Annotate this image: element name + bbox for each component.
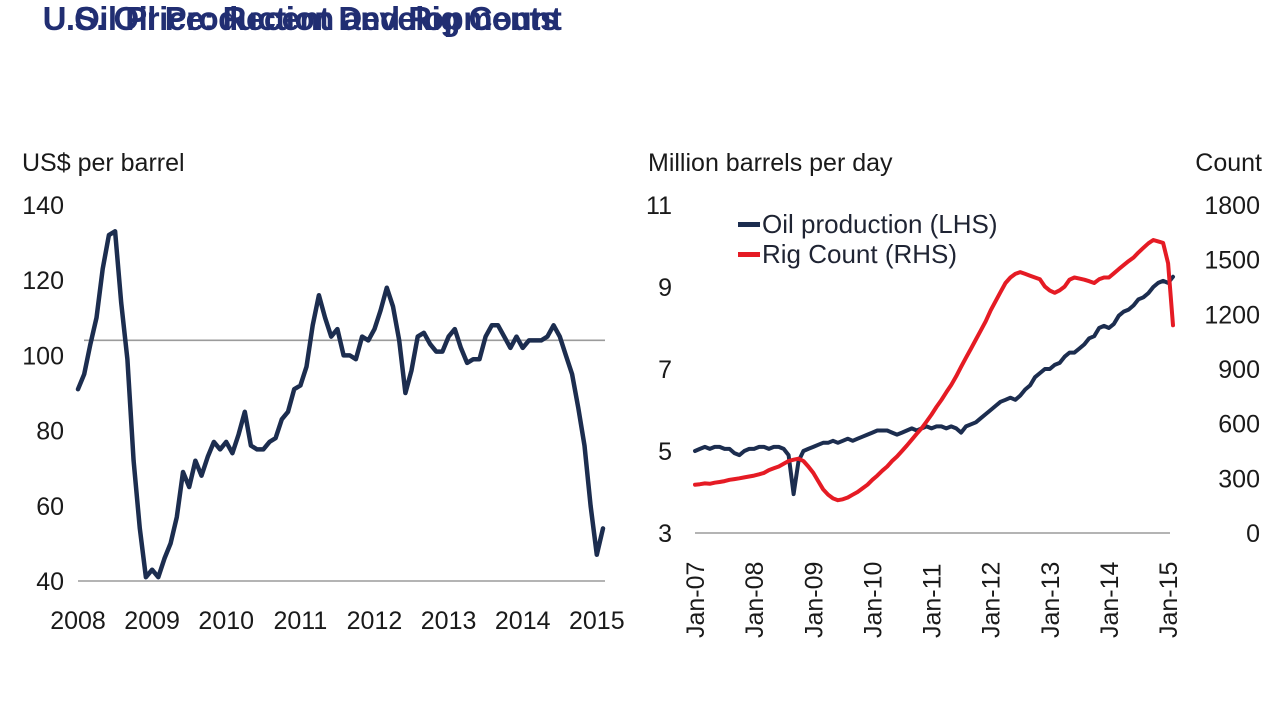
- oil-price-y-axis-title: US$ per barrel: [22, 149, 185, 177]
- x-tick-label: 2008: [50, 607, 106, 635]
- x-tick-label: Jan-10: [859, 562, 887, 638]
- x-tick-label: Jan-08: [741, 562, 769, 638]
- right-y-tick-label: 600: [1218, 411, 1260, 439]
- y-tick-label: 100: [22, 342, 64, 370]
- legend-item-oil-production: Oil production (LHS): [738, 209, 998, 239]
- production-left-axis-title: Million barrels per day: [648, 149, 893, 177]
- oil-production-line: [693, 274, 1175, 497]
- x-tick-label: Jan-07: [682, 562, 710, 638]
- y-tick-label: 60: [36, 493, 64, 521]
- x-tick-label: Jan-14: [1096, 561, 1124, 638]
- left-y-tick-label: 11: [646, 192, 672, 220]
- oil-price-chart-title: Oil Price: Recent Developments: [74, 0, 558, 37]
- right-y-tick-label: 1200: [1204, 301, 1260, 329]
- left-y-tick-label: 5: [658, 438, 672, 466]
- right-y-tick-label: 1800: [1204, 192, 1260, 220]
- legend-label-rig-count: Rig Count (RHS): [762, 238, 958, 269]
- x-tick-label: Jan-09: [800, 562, 828, 638]
- rig-count-line: [693, 238, 1175, 503]
- x-tick-label: Jan-13: [1037, 562, 1065, 638]
- rig-count-right-axis-title: Count: [1195, 149, 1262, 177]
- x-tick-label: Jan-12: [978, 562, 1006, 638]
- oil-price-line: [75, 229, 606, 580]
- legend: Oil production (LHS) Rig Count (RHS): [738, 209, 998, 269]
- x-tick-label: 2012: [347, 607, 403, 635]
- x-tick-label: 2010: [198, 607, 254, 635]
- x-tick-label: 2014: [495, 607, 551, 635]
- x-tick-label: Jan-15: [1155, 562, 1183, 638]
- oil-production-line-swatch: [738, 221, 760, 227]
- x-tick-label: 2013: [421, 607, 477, 635]
- left-y-tick-label: 9: [658, 274, 672, 302]
- rig-count-line-swatch: [738, 251, 760, 257]
- legend-label-oil-production: Oil production (LHS): [762, 208, 998, 239]
- x-tick-label: 2011: [273, 607, 327, 635]
- right-y-tick-label: 1500: [1204, 247, 1260, 275]
- x-tick-label: Jan-11: [919, 563, 947, 638]
- left-y-tick-label: 3: [658, 520, 672, 548]
- x-tick-label: 2015: [569, 607, 625, 635]
- y-tick-label: 120: [22, 267, 64, 295]
- production-rig-chart: 11 9 7 5 3 1800 1500 1200 900 600 300 0 Jan-07 Jan-08…: [646, 192, 1260, 638]
- production-rig-chart-title: U.S. Oil Production and Rig Count: [42, 0, 562, 37]
- y-tick-label: 140: [22, 192, 64, 220]
- right-y-tick-label: 900: [1218, 356, 1260, 384]
- legend-item-rig-count: Rig Count (RHS): [738, 239, 998, 269]
- x-tick-label: 2009: [124, 607, 180, 635]
- oil-price-chart: 140 120 100 80 60 40 2008 2009 2010 2011 2012 2013 2…: [22, 192, 625, 635]
- left-y-tick-label: 7: [658, 356, 672, 384]
- right-y-tick-label: 300: [1218, 465, 1260, 493]
- y-tick-label: 80: [36, 418, 64, 446]
- y-tick-label: 40: [36, 568, 64, 596]
- right-y-tick-label: 0: [1246, 520, 1260, 548]
